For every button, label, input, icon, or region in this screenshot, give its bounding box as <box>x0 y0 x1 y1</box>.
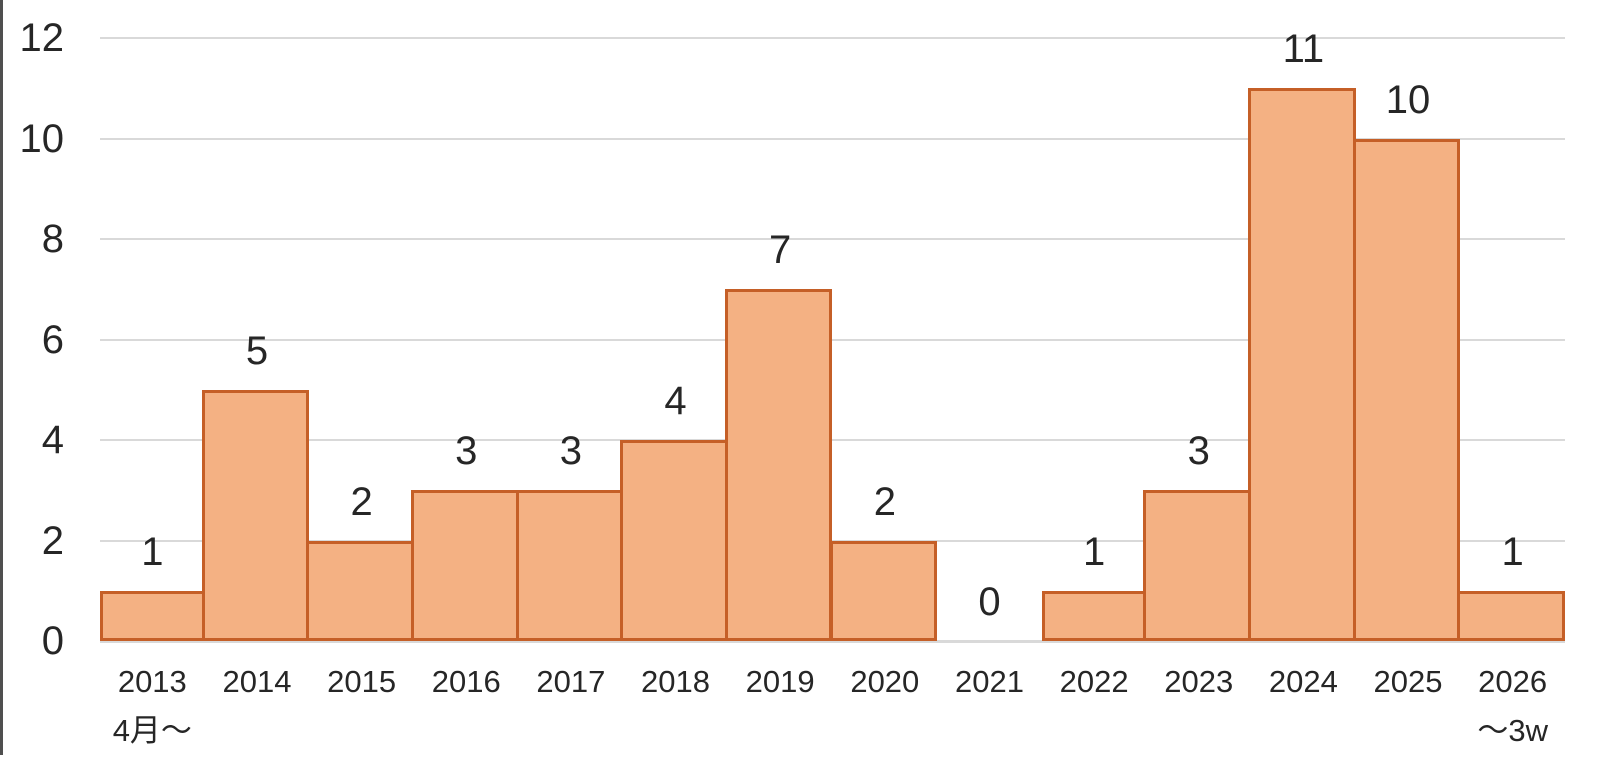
x-tick-label-2024: 2024 <box>1251 657 1356 706</box>
bar-2020[interactable] <box>829 540 938 641</box>
x-tick-label-2020: 2020 <box>833 657 938 706</box>
y-tick-label: 0 <box>41 619 64 663</box>
x-tick-label-2016: 2016 <box>414 657 519 706</box>
x-tick-label-note: 〜3w <box>1477 713 1548 748</box>
y-tick-label: 12 <box>19 16 65 60</box>
bar-2016[interactable] <box>410 490 519 641</box>
bar-2015[interactable] <box>306 540 414 641</box>
data-label-2024: 11 <box>1282 27 1325 72</box>
x-tick-label-year: 2025 <box>1373 664 1443 699</box>
y-tick-label: 6 <box>41 317 64 362</box>
y-axis-line <box>0 0 3 755</box>
x-tick-label-year: 2018 <box>641 664 710 699</box>
x-tick-label-year: 2016 <box>431 664 501 699</box>
bar-2026[interactable] <box>1457 590 1565 641</box>
x-tick-label-year: 2020 <box>850 664 920 699</box>
y-tick-label: 4 <box>41 418 64 462</box>
data-label-2020: 2 <box>873 479 896 524</box>
x-tick-label-year: 2024 <box>1268 664 1338 699</box>
data-label-2021: 0 <box>978 580 1001 624</box>
x-tick-label-year: 2019 <box>745 664 815 699</box>
x-tick-label-2021: 2021 <box>937 657 1042 706</box>
x-tick-label-year: 2022 <box>1059 664 1129 699</box>
bar-2014[interactable] <box>201 389 310 641</box>
bar-2022[interactable] <box>1041 590 1147 641</box>
gridline <box>100 439 1565 441</box>
data-label-2016: 3 <box>455 429 478 474</box>
gridline <box>100 137 1565 140</box>
data-label-2015: 2 <box>350 479 373 524</box>
x-tick-label-2015: 2015 <box>309 657 414 706</box>
x-tick-label-year: 2023 <box>1164 664 1234 699</box>
bar-2018[interactable] <box>620 440 728 641</box>
y-tick-label: 8 <box>41 217 64 261</box>
x-tick-label-2014: 2014 <box>205 657 310 706</box>
x-tick-label-year: 2014 <box>222 664 292 699</box>
gridline <box>100 338 1565 341</box>
x-tick-label-2019: 2019 <box>728 657 833 706</box>
data-label-2014: 5 <box>245 328 269 373</box>
data-label-2017: 3 <box>559 429 583 474</box>
data-label-2025: 10 <box>1385 77 1431 122</box>
x-axis-baseline <box>100 640 1565 643</box>
data-label-2022: 1 <box>1082 529 1106 574</box>
y-tick-label: 2 <box>41 518 64 563</box>
x-tick-label-2017: 2017 <box>519 657 624 706</box>
x-tick-label-2022: 2022 <box>1042 657 1147 706</box>
x-tick-label-2018: 2018 <box>623 657 728 706</box>
bar-2025[interactable] <box>1352 138 1461 641</box>
data-label-2023: 3 <box>1187 429 1210 474</box>
bar-2013[interactable] <box>100 590 205 641</box>
data-label-2013: 1 <box>141 529 164 574</box>
gridline <box>100 37 1565 39</box>
x-tick-label-year: 2026 <box>1478 664 1548 699</box>
gridline <box>100 238 1565 240</box>
bar-2019[interactable] <box>724 289 833 641</box>
y-tick-label: 10 <box>19 116 65 161</box>
x-tick-label-2023: 2023 <box>1146 657 1251 706</box>
x-tick-label-2026: 2026 〜3w <box>1460 657 1565 755</box>
x-tick-label-year: 2013 <box>117 664 187 699</box>
x-tick-label-2013: 2013 4月〜 <box>100 657 205 755</box>
x-tick-label-2025: 2025 <box>1356 657 1461 706</box>
data-label-2019: 7 <box>769 228 792 273</box>
bar-2024[interactable] <box>1248 88 1356 641</box>
x-tick-label-year: 2015 <box>327 664 397 699</box>
data-label-2026: 1 <box>1501 529 1524 574</box>
x-tick-label-note: 4月〜 <box>112 713 192 748</box>
bar-2017[interactable] <box>515 490 624 641</box>
bar-2023[interactable] <box>1143 490 1252 641</box>
data-label-2018: 4 <box>664 379 687 423</box>
x-tick-label-year: 2017 <box>536 664 606 699</box>
x-tick-label-year: 2021 <box>954 664 1024 699</box>
